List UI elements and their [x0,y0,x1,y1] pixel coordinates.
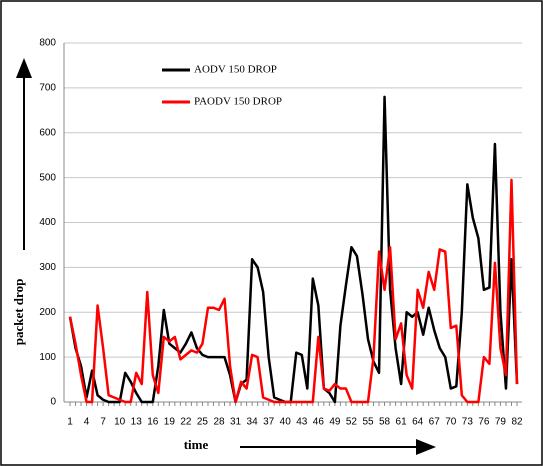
y-arrow-head [16,58,32,78]
x-tick-label: 46 [313,417,325,428]
x-tick-label: 67 [429,417,441,428]
x-tick-label: 22 [180,417,192,428]
y-tick-label: 0 [50,397,56,408]
x-axis-label: time [184,437,209,452]
x-tick-label: 70 [445,417,457,428]
y-axis-label: packet drop [11,279,26,346]
x-tick-label: 55 [362,417,374,428]
y-tick-label: 300 [39,262,56,273]
y-tick-label: 200 [39,307,56,318]
series-line [68,95,519,404]
x-tick-label: 10 [114,417,126,428]
x-tick-label: 25 [197,417,209,428]
x-tick-label: 79 [495,417,507,428]
x-tick-label: 4 [84,417,90,428]
x-tick-label: 40 [280,417,292,428]
x-tick-label: 61 [396,417,408,428]
y-tick-label: 700 [39,83,56,94]
x-tick-label: 7 [100,417,106,428]
x-tick-label: 73 [462,417,474,428]
x-tick-label: 13 [131,417,143,428]
series-line [68,178,519,404]
y-tick-label: 100 [39,352,56,363]
y-tick-label: 600 [39,127,56,138]
x-tick-label: 31 [230,417,242,428]
y-tick-label: 800 [39,38,56,49]
legend-label: AODV 150 DROP [194,64,277,76]
x-tick-label: 49 [329,417,341,428]
x-tick-label: 43 [296,417,308,428]
y-tick-label: 500 [39,172,56,183]
x-tick-label: 52 [346,417,358,428]
x-tick-label: 16 [147,417,159,428]
x-tick-label: 34 [247,417,259,428]
x-tick-label: 1 [67,417,73,428]
x-tick-label: 37 [263,417,275,428]
y-tick-label: 400 [39,217,56,228]
x-arrow-head [416,439,436,455]
x-tick-label: 76 [478,417,490,428]
x-tick-label: 82 [511,417,523,428]
x-tick-label: 28 [213,417,225,428]
x-tick-label: 58 [379,417,391,428]
legend-label: PAODV 150 DROP [194,96,282,108]
x-tick-label: 19 [164,417,176,428]
x-tick-label: 64 [412,417,424,428]
